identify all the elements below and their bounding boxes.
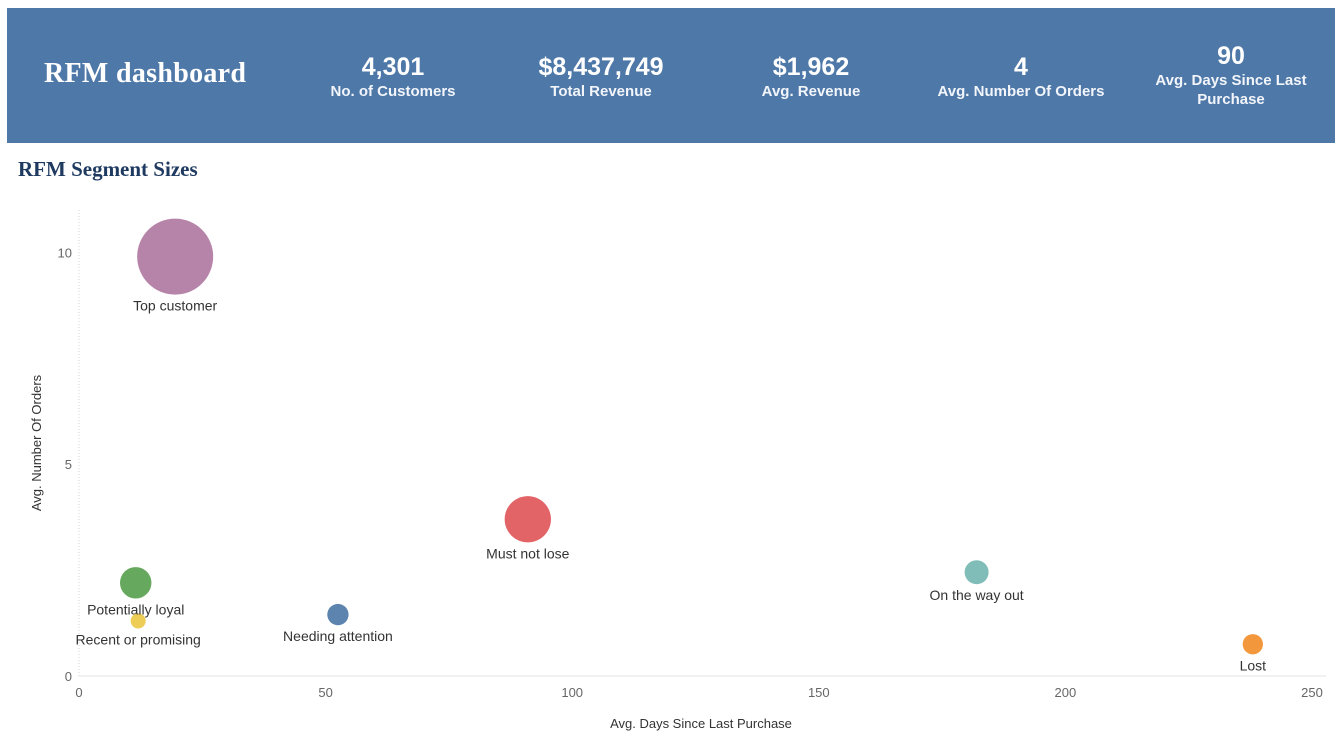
y-tick-label: 0 (65, 669, 72, 684)
header-banner: RFM dashboard 4,301 No. of Customers $8,… (7, 8, 1335, 143)
point-label-must-not-lose: Must not lose (486, 545, 569, 561)
kpi-customers-label: No. of Customers (330, 83, 456, 100)
kpi-avg-orders: 4 Avg. Number Of Orders (926, 52, 1116, 101)
x-tick-label: 200 (1055, 685, 1077, 700)
dashboard-title: RFM dashboard (44, 58, 247, 89)
chart-point-labels: Top customer Must not lose Potentially loy… (76, 298, 1267, 674)
point-label-on-the-way-out: On the way out (930, 587, 1024, 603)
kpi-customers: 4,301 No. of Customers (298, 52, 488, 101)
x-tick-label: 0 (75, 685, 82, 700)
kpi-avg-days-value: 90 (1217, 42, 1245, 70)
section-title: RFM Segment Sizes (18, 157, 198, 181)
kpi-avg-days: 90 Avg. Days Since Last Purchase (1136, 41, 1326, 109)
x-tick-label: 50 (318, 685, 332, 700)
x-axis-title: Avg. Days Since Last Purchase (610, 716, 792, 731)
chart-axes: 0 50 100 150 200 250 0 5 10 Avg. Days Since Last … (29, 210, 1326, 731)
bubble-must-not-lose[interactable] (504, 496, 551, 543)
x-tick-label: 150 (808, 685, 830, 700)
bubble-needing-attention[interactable] (327, 603, 349, 626)
kpi-avg-revenue-value: $1,962 (772, 53, 850, 81)
point-label-recent-or-promising: Recent or promising (76, 631, 201, 647)
y-tick-label: 10 (58, 245, 72, 260)
chart-bubbles (119, 218, 1263, 655)
point-label-lost: Lost (1240, 657, 1267, 673)
bubble-lost[interactable] (1242, 634, 1263, 655)
bubble-on-the-way-out[interactable] (964, 560, 989, 585)
x-tick-label: 100 (561, 685, 583, 700)
y-axis-title: Avg. Number Of Orders (29, 374, 44, 511)
x-tick-label: 250 (1301, 685, 1323, 700)
kpi-total-revenue-value: $8,437,749 (538, 53, 664, 81)
point-label-top-customer: Top customer (133, 298, 217, 314)
y-tick-label: 5 (65, 457, 72, 472)
point-label-potentially-loyal: Potentially loyal (87, 602, 184, 618)
kpi-total-revenue-label: Total Revenue (550, 83, 652, 100)
kpi-avg-days-label-line1: Avg. Days Since Last (1155, 72, 1307, 89)
point-label-needing-attention: Needing attention (283, 628, 393, 644)
bubble-recent-or-promising[interactable] (130, 613, 146, 629)
kpi-avg-revenue: $1,962 Avg. Revenue (716, 52, 906, 101)
kpi-avg-orders-label: Avg. Number Of Orders (937, 83, 1105, 100)
kpi-customers-value: 4,301 (361, 53, 425, 81)
bubble-top-customer[interactable] (137, 218, 214, 295)
kpi-avg-days-label-line2: Purchase (1197, 91, 1265, 108)
kpi-total-revenue: $8,437,749 Total Revenue (506, 52, 696, 101)
bubble-potentially-loyal[interactable] (119, 567, 152, 599)
kpi-avg-revenue-label: Avg. Revenue (761, 83, 861, 100)
kpi-avg-orders-value: 4 (1014, 53, 1028, 81)
